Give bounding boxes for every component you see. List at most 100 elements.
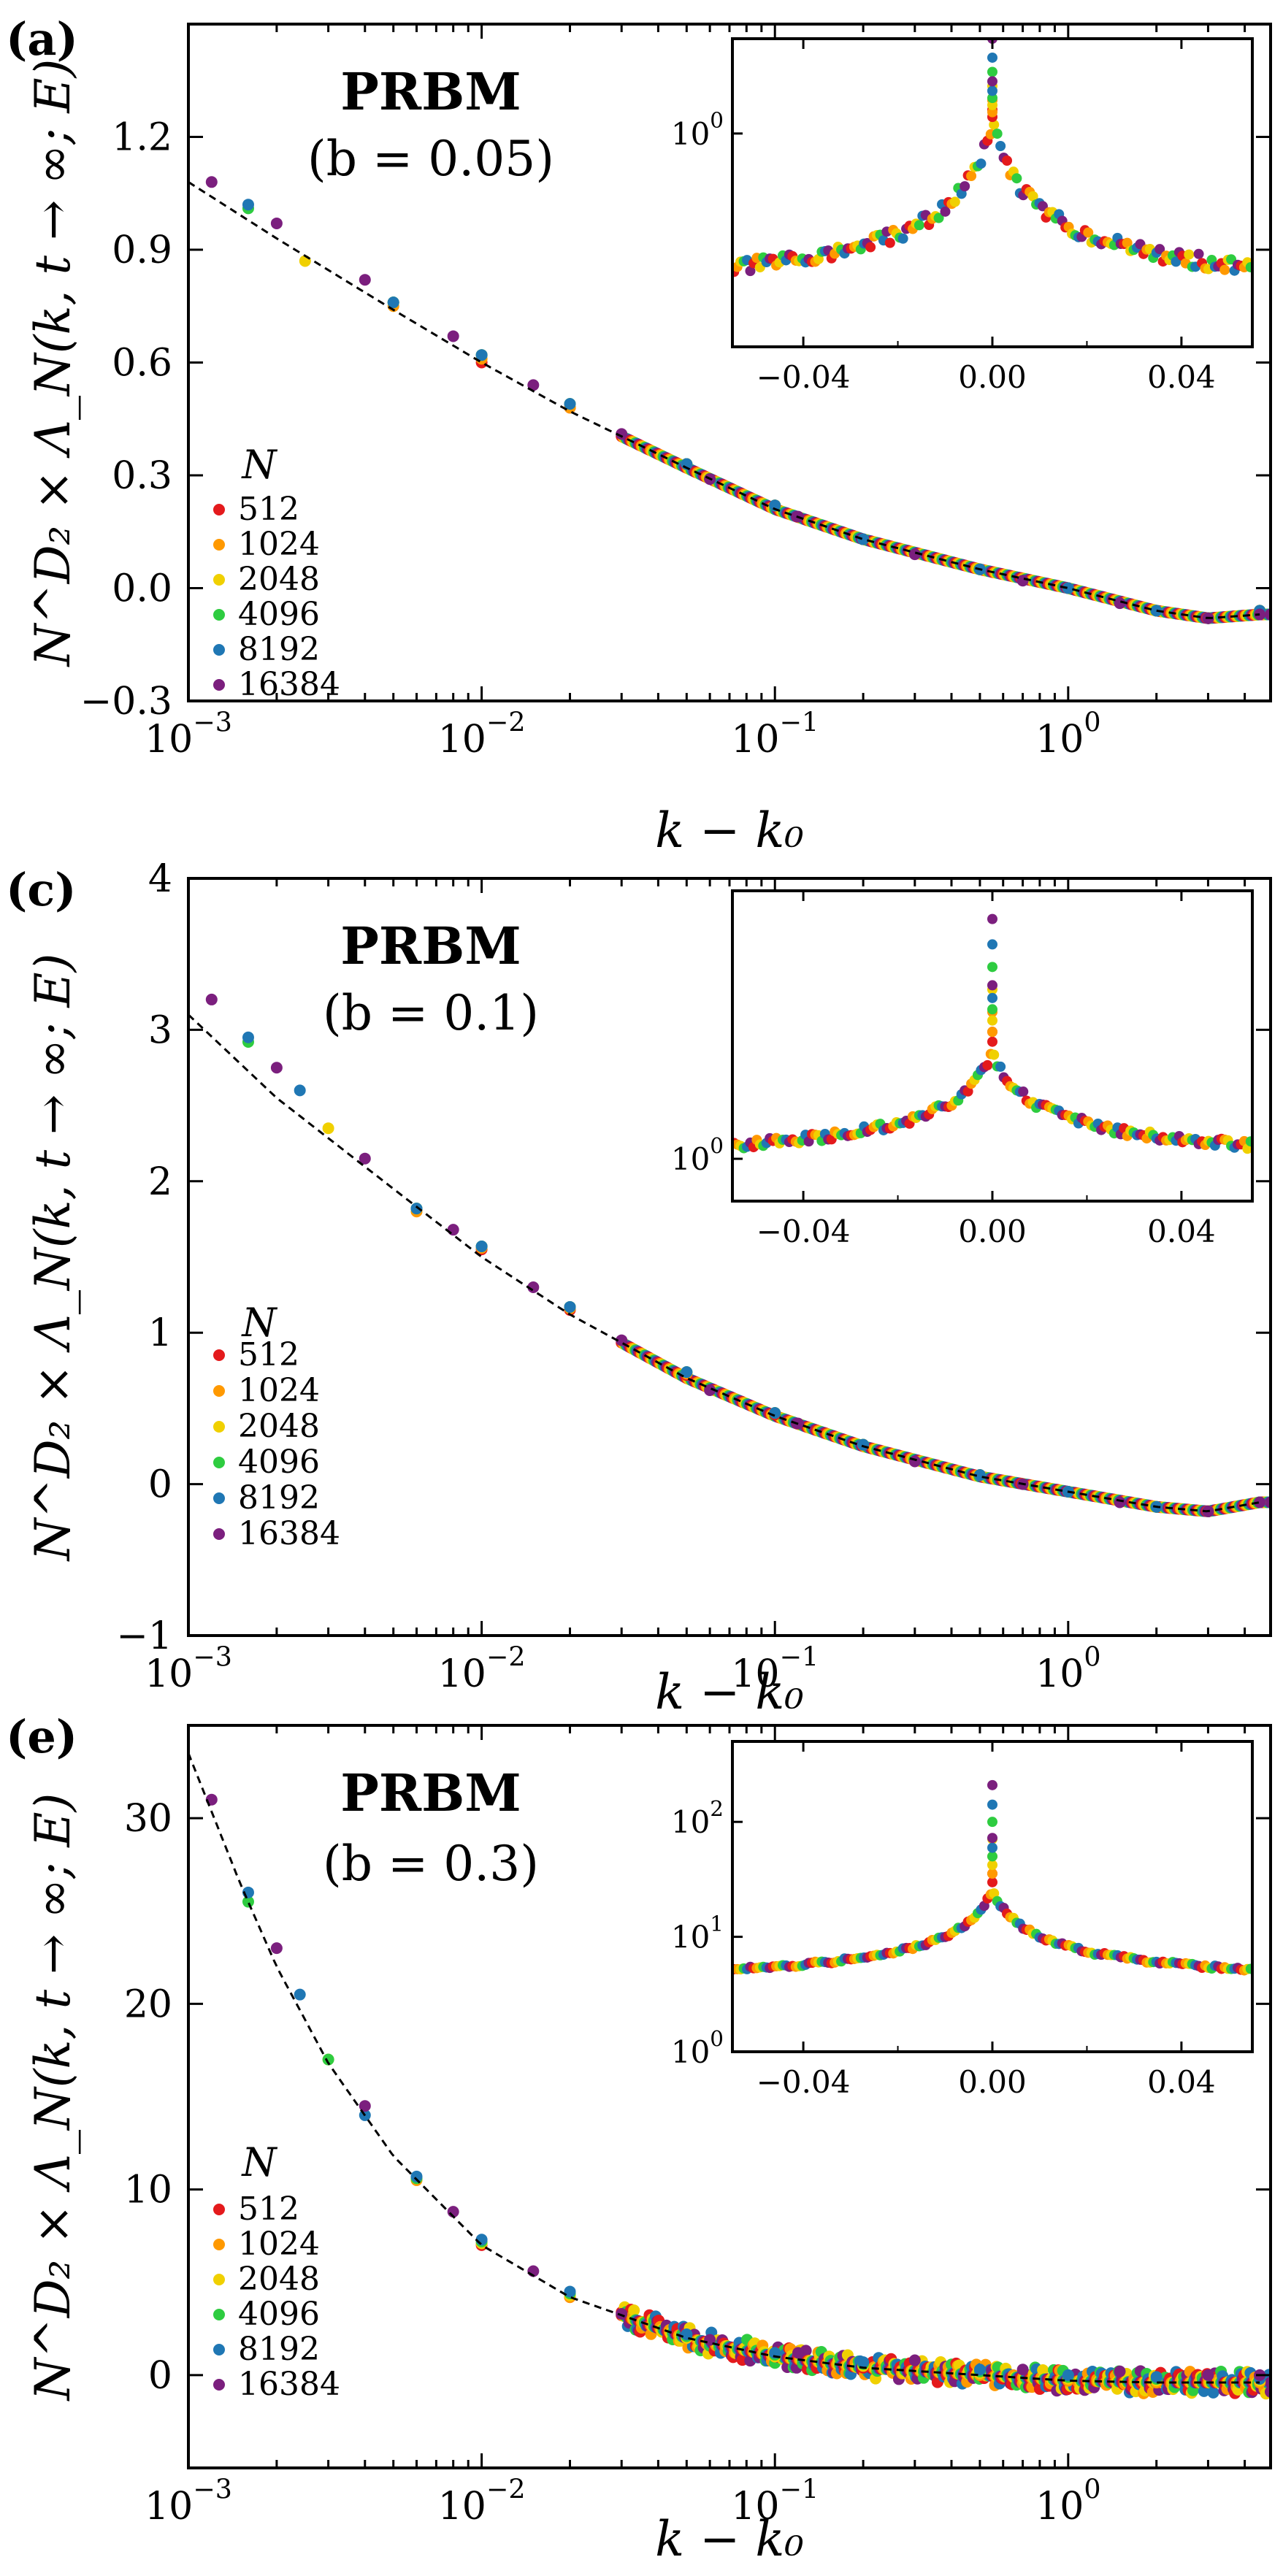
chart-subtitle: (b = 0.05) <box>307 131 554 187</box>
inset-point <box>960 181 970 192</box>
data-cloud <box>616 1336 1271 1517</box>
x-axis-label: k − k₀ <box>655 2511 804 2567</box>
inset-point <box>940 206 951 217</box>
data-point-16384 <box>270 1942 283 1955</box>
data-point-16384 <box>704 1384 716 1397</box>
panel-label: (a) <box>6 12 78 66</box>
data-point-8192 <box>410 2170 423 2182</box>
data-point-16384 <box>616 2307 628 2320</box>
inset-peak-8192 <box>987 85 997 96</box>
x-tick-label: 100 <box>1035 1641 1100 1696</box>
data-point-8192 <box>681 1366 693 1379</box>
x-tick-label: 10−3 <box>145 2473 232 2529</box>
legend-entry: 16384 <box>238 666 340 703</box>
y-tick-label: 1.2 <box>112 116 172 160</box>
inset-peak-8192 <box>987 939 997 950</box>
series-16384 <box>205 176 1266 624</box>
data-point-8192 <box>294 1988 306 2001</box>
chart-subtitle: (b = 0.3) <box>323 1836 539 1892</box>
legend-entry: 2048 <box>238 561 320 598</box>
legend-marker-1024 <box>213 1385 225 1397</box>
data-point-16384 <box>1202 2369 1214 2381</box>
panel-label: (c) <box>6 863 76 916</box>
data-point-16384 <box>1114 2365 1126 2377</box>
data-point-16384 <box>1114 1496 1126 1509</box>
inset-peak-16384 <box>987 913 997 924</box>
chart-panel-1: 10−3 10−2 10−1 100 −0.3 0.0 0.3 0.6 0.9 1.2 (a) PRB… <box>6 12 1272 859</box>
inset-y-tick-label: 101 <box>671 1911 724 1955</box>
legend-marker-2048 <box>213 2274 225 2285</box>
inset-x-tick-label: 0.04 <box>1147 359 1216 395</box>
y-tick-label: 1 <box>148 1311 172 1355</box>
inset-peak-8192 <box>987 52 997 63</box>
data-point <box>1207 2386 1219 2399</box>
legend-marker-512 <box>213 2204 225 2215</box>
legend-marker-16384 <box>213 1528 225 1540</box>
inset-peak-2048 <box>987 1015 997 1026</box>
chart-title: PRBM <box>340 916 521 976</box>
inset-point <box>914 220 924 231</box>
inset-y-tick-label: 100 <box>671 2026 724 2070</box>
legend-entry: 1024 <box>238 1372 320 1409</box>
legend-entry: 512 <box>238 1336 299 1373</box>
series-1024 <box>387 300 1266 624</box>
data-point-8192 <box>769 499 781 512</box>
data-point-16384 <box>270 217 283 229</box>
legend-marker-4096 <box>213 609 225 621</box>
data-point-8192 <box>564 1300 576 1313</box>
data-point-8192 <box>973 2364 986 2376</box>
inset-point <box>884 237 895 248</box>
data-point-16384 <box>792 2347 805 2359</box>
inset-peak-1024 <box>987 107 997 118</box>
y-tick-label: 10 <box>124 2169 172 2212</box>
data-point-16384 <box>527 1281 540 1293</box>
inset-point <box>989 119 1000 130</box>
inset-points <box>732 39 1252 277</box>
data-point-16384 <box>205 176 218 188</box>
inset-peak-4096 <box>987 66 997 77</box>
inset-x-tick-label: 0.04 <box>1147 1214 1216 1249</box>
inset-point <box>1245 1136 1252 1147</box>
data-point-8192 <box>410 1203 423 1215</box>
inset-point <box>1184 249 1195 260</box>
data-point-8192 <box>1150 605 1163 617</box>
data-point-16384 <box>1254 1496 1266 1509</box>
data-point-8192 <box>857 533 870 545</box>
inset-point <box>992 129 1003 139</box>
legend-marker-2048 <box>213 1421 225 1433</box>
data-point-16384 <box>908 548 921 561</box>
legend-marker-2048 <box>213 574 225 586</box>
y-tick-label: 30 <box>124 1797 172 1841</box>
inset-x-tick-label: −0.04 <box>757 359 851 395</box>
inset-point <box>1154 244 1165 255</box>
inset-point <box>1219 264 1230 275</box>
inset-point <box>1193 248 1204 259</box>
x-tick-label: 10−1 <box>731 1641 819 1696</box>
data-point-16384 <box>447 330 459 342</box>
chart-title: PRBM <box>340 1763 521 1823</box>
x-tick-label: 100 <box>1035 706 1100 762</box>
inset-point <box>1002 156 1013 166</box>
legend-marker-8192 <box>213 1492 225 1504</box>
y-tick-label: 0 <box>148 2354 172 2398</box>
data-point <box>1037 2364 1049 2377</box>
inset-point <box>1171 256 1181 267</box>
data-point-4096 <box>322 2053 334 2066</box>
series-512 <box>475 356 1266 624</box>
inset-x-tick-label: −0.04 <box>757 1214 851 1249</box>
x-tick-label: 10−1 <box>731 2473 819 2529</box>
y-tick-label: 4 <box>148 857 172 901</box>
inset-point <box>865 242 876 253</box>
legend-entry: 1024 <box>238 526 320 563</box>
data-point-16384 <box>527 379 540 391</box>
inset-peak-4096 <box>987 1004 997 1015</box>
inset-point <box>982 1059 993 1070</box>
inset-plot: −0.04 0.00 0.04 100 <box>671 889 1254 1249</box>
inset-peak-4096 <box>987 1817 997 1828</box>
inset-point <box>976 158 987 169</box>
y-tick-label: −0.3 <box>80 680 172 724</box>
y-tick-label: 0 <box>148 1463 172 1507</box>
data-point-8192 <box>769 2347 781 2359</box>
